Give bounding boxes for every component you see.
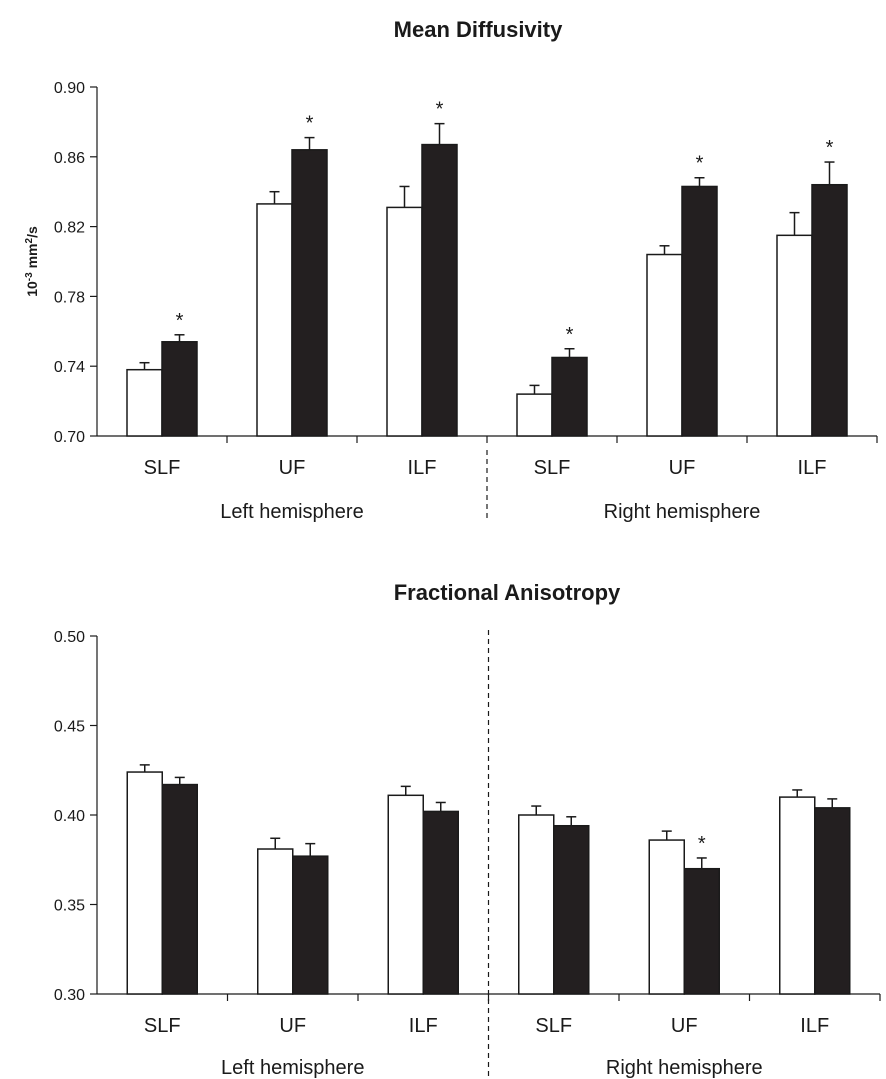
bar-patient-uf (683, 867, 720, 995)
y-tick-label: 0.45 (54, 719, 85, 736)
y-axis-label: 10-3 mm2/s (24, 226, 41, 297)
x-category-label: SLF (534, 457, 571, 479)
bar-patient-ilf (814, 807, 851, 995)
y-tick-label: 0.30 (54, 987, 85, 1004)
bar-control-uf (646, 253, 683, 437)
x-category-label: ILF (408, 457, 437, 479)
bar-control-uf (256, 203, 293, 437)
significance-marker: * (306, 113, 314, 135)
group-label: Left hemisphere (221, 1057, 364, 1079)
chart-panel-1: Mean Diffusivity 0.70 0.74 0.78 0.82 0.86 0.90… (24, 17, 878, 523)
bar-control-slf (126, 771, 163, 995)
bar-control-ilf (779, 796, 816, 995)
bar-control-ilf (386, 206, 423, 437)
y-tick-label: 0.90 (54, 80, 85, 97)
bar-patient-uf (291, 149, 328, 437)
bar-control-uf (257, 848, 294, 995)
significance-marker: * (436, 99, 444, 121)
chart-title: Fractional Anisotropy (394, 580, 621, 605)
x-category-label: ILF (798, 457, 827, 479)
x-category-label: UF (669, 457, 696, 479)
y-tick-label: 0.74 (54, 359, 85, 376)
bar-control-slf (126, 368, 163, 437)
bar-patient-slf (553, 824, 590, 995)
bar-patient-uf (681, 185, 718, 437)
y-tick-label: 0.70 (54, 429, 85, 446)
bar-patient-slf (161, 341, 198, 437)
y-tick-label: 0.86 (54, 150, 85, 167)
y-tick-label: 0.40 (54, 808, 85, 825)
x-category-label: ILF (800, 1015, 829, 1037)
bar-patient-slf (551, 356, 588, 437)
x-category-label: UF (279, 457, 306, 479)
x-category-label: UF (279, 1015, 306, 1037)
y-tick-label: 0.50 (54, 629, 85, 646)
bar-patient-ilf (811, 183, 848, 437)
bar-patient-uf (292, 855, 329, 995)
significance-marker: * (698, 833, 706, 855)
group-label: Left hemisphere (220, 501, 363, 523)
x-category-label: ILF (409, 1015, 438, 1037)
group-label: Right hemisphere (604, 501, 761, 523)
bar-control-ilf (776, 234, 813, 437)
group-label: Right hemisphere (606, 1057, 763, 1079)
chart-title: Mean Diffusivity (394, 17, 563, 42)
bar-patient-ilf (422, 810, 459, 995)
x-category-label: SLF (535, 1015, 572, 1037)
x-category-label: UF (671, 1015, 698, 1037)
bar-patient-ilf (421, 143, 458, 437)
y-tick-label: 0.35 (54, 898, 85, 915)
x-category-label: SLF (144, 1015, 181, 1037)
bar-patient-slf (161, 783, 198, 995)
bar-control-ilf (387, 794, 424, 995)
bar-control-slf (518, 814, 555, 995)
y-tick-label: 0.82 (54, 220, 85, 237)
bar-control-uf (648, 839, 685, 995)
significance-marker: * (566, 324, 574, 346)
significance-marker: * (696, 153, 704, 175)
x-category-label: SLF (144, 457, 181, 479)
significance-marker: * (826, 137, 834, 159)
chart-panel-2: Fractional Anisotropy 0.30 0.35 0.40 0.45 0.5… (54, 580, 881, 1079)
bar-control-slf (516, 393, 553, 437)
significance-marker: * (176, 310, 184, 332)
y-tick-label: 0.78 (54, 289, 85, 306)
